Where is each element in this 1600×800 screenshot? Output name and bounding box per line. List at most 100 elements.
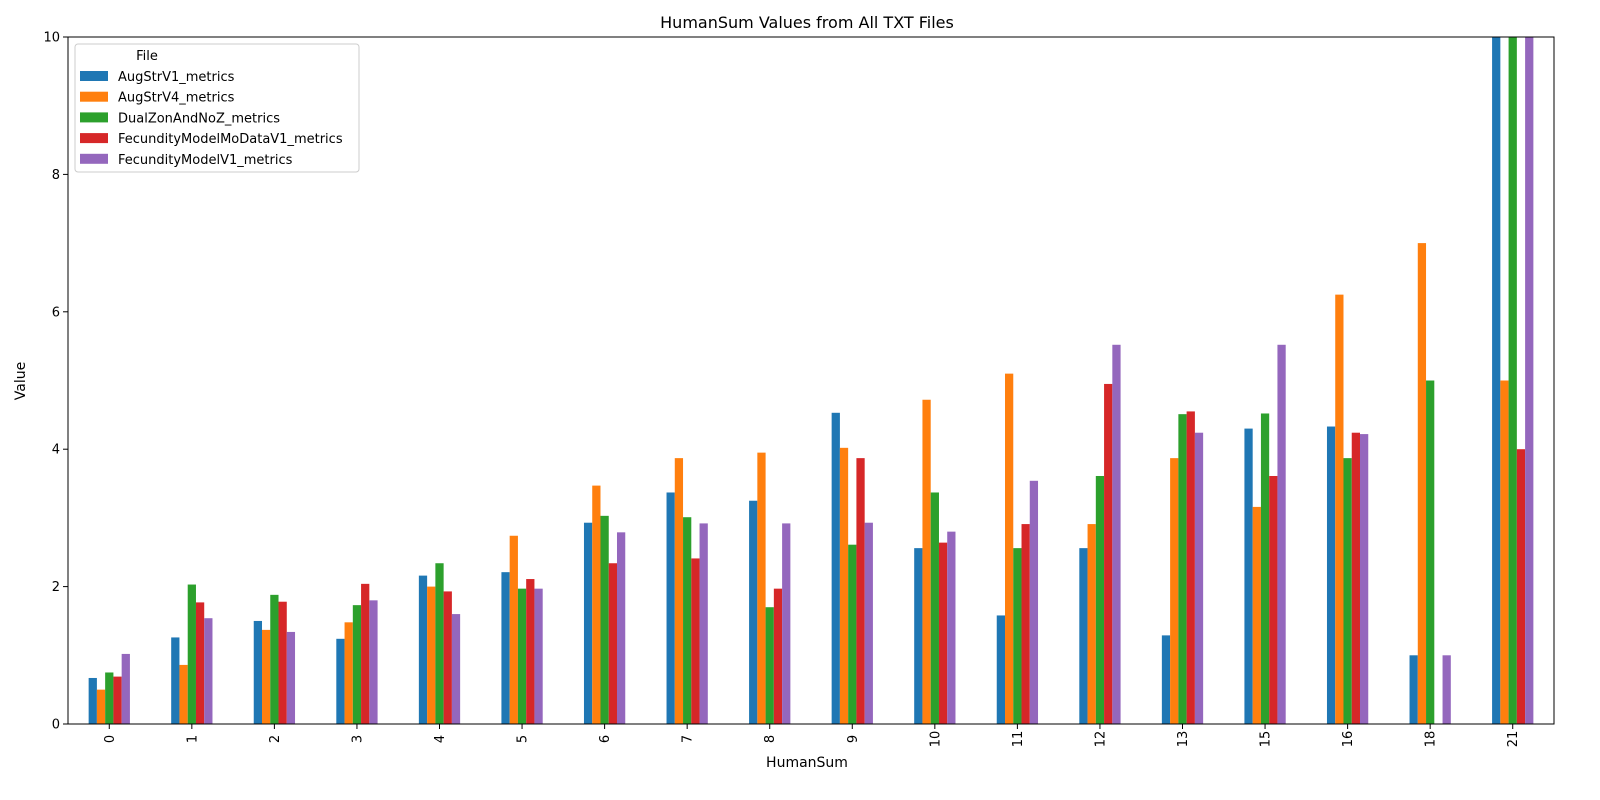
bar-FecundityModelV1_metrics-3	[369, 600, 378, 724]
bar-AugStrV1_metrics-10	[914, 548, 923, 724]
x-tick-label: 0	[103, 735, 118, 743]
x-tick-label: 2	[268, 735, 283, 743]
bar-DualZonAndNoZ_metrics-4	[435, 563, 444, 724]
x-tick-label: 6	[598, 735, 613, 743]
x-axis-label: HumanSum	[766, 755, 848, 771]
bar-DualZonAndNoZ_metrics-3	[352, 605, 362, 724]
bar-FecundityModelMoDataV1_metrics-5	[526, 579, 535, 724]
bar-DualZonAndNoZ_metrics-5	[517, 588, 527, 724]
x-tick-label: 7	[681, 735, 696, 743]
bar-AugStrV4_metrics-15	[1252, 506, 1261, 724]
bar-FecundityModelV1_metrics-16	[1359, 434, 1369, 724]
bar-FecundityModelV1_metrics-15	[1277, 344, 1286, 724]
bar-AugStrV1_metrics-1	[171, 637, 180, 724]
bar-FecundityModelMoDataV1_metrics-6	[608, 563, 617, 724]
legend: File AugStrV1_metrics AugStrV4_metrics Dual…	[74, 43, 360, 173]
bar-FecundityModelMoDataV1_metrics-7	[691, 558, 700, 724]
bar-AugStrV4_metrics-4	[427, 586, 436, 724]
bar-FecundityModelMoDataV1_metrics-2	[278, 601, 287, 724]
bar-AugStrV1_metrics-18	[1409, 655, 1418, 724]
bar-AugStrV1_metrics-0	[88, 677, 97, 724]
bar-DualZonAndNoZ_metrics-21	[1508, 37, 1517, 724]
bars-group	[88, 37, 1534, 724]
bar-FecundityModelV1_metrics-9	[864, 522, 873, 724]
x-tick-label: 4	[433, 735, 448, 743]
legend-entry-label: AugStrV4_metrics	[118, 91, 235, 106]
bar-AugStrV1_metrics-8	[749, 500, 758, 724]
legend-swatch	[80, 71, 108, 81]
bar-AugStrV1_metrics-13	[1161, 635, 1171, 724]
bar-FecundityModelV1_metrics-4	[451, 614, 461, 724]
x-tick-label: 12	[1093, 731, 1108, 748]
bar-FecundityModelMoDataV1_metrics-1	[195, 602, 205, 724]
bar-AugStrV4_metrics-16	[1335, 294, 1344, 724]
y-axis-ticks: 0 2 4 6 8 10	[43, 31, 68, 733]
bar-FecundityModelV1_metrics-2	[286, 631, 296, 724]
bar-FecundityModelMoDataV1_metrics-11	[1021, 524, 1030, 724]
bar-DualZonAndNoZ_metrics-10	[930, 492, 939, 724]
bar-DualZonAndNoZ_metrics-7	[683, 517, 692, 724]
bar-FecundityModelMoDataV1_metrics-10	[938, 542, 948, 724]
bar-FecundityModelMoDataV1_metrics-0	[113, 676, 122, 724]
bar-FecundityModelV1_metrics-7	[699, 523, 708, 724]
bar-FecundityModelV1_metrics-18	[1442, 655, 1451, 724]
x-tick-label: 8	[763, 735, 778, 743]
bar-FecundityModelMoDataV1_metrics-21	[1516, 449, 1526, 724]
bar-AugStrV4_metrics-8	[757, 452, 766, 724]
bar-FecundityModelV1_metrics-11	[1029, 480, 1039, 724]
x-tick-label: 10	[928, 731, 943, 748]
x-tick-label: 16	[1341, 731, 1356, 748]
bar-DualZonAndNoZ_metrics-6	[600, 515, 609, 724]
y-tick-label: 2	[52, 580, 60, 595]
bar-FecundityModelV1_metrics-6	[616, 532, 626, 724]
x-tick-label: 21	[1506, 731, 1521, 748]
bar-DualZonAndNoZ_metrics-2	[270, 594, 279, 724]
legend-swatch	[80, 153, 108, 164]
bar-AugStrV4_metrics-12	[1087, 524, 1096, 724]
bar-AugStrV4_metrics-21	[1500, 380, 1509, 724]
x-axis-ticks: 0 1 2 3 4 5 6 7 8 9 10 11 12 13 15 16 18 21	[103, 724, 1521, 747]
bar-FecundityModelMoDataV1_metrics-8	[773, 588, 783, 724]
chart-title: HumanSum Values from All TXT Files	[660, 13, 954, 32]
bar-AugStrV4_metrics-5	[509, 535, 518, 724]
bar-AugStrV1_metrics-6	[583, 522, 593, 724]
bar-FecundityModelV1_metrics-5	[534, 588, 543, 724]
bar-FecundityModelMoDataV1_metrics-13	[1186, 411, 1195, 724]
bar-FecundityModelV1_metrics-1	[204, 618, 213, 724]
x-tick-label: 1	[185, 735, 200, 743]
bar-AugStrV4_metrics-18	[1417, 243, 1427, 724]
legend-entry-label: FecundityModelV1_metrics	[118, 153, 293, 168]
bar-AugStrV4_metrics-0	[96, 689, 106, 724]
y-tick-label: 10	[43, 31, 60, 46]
bar-FecundityModelV1_metrics-12	[1112, 344, 1121, 724]
bar-DualZonAndNoZ_metrics-0	[105, 672, 114, 724]
x-tick-label: 9	[846, 735, 861, 743]
legend-entry-label: DualZonAndNoZ_metrics	[118, 111, 280, 126]
x-tick-label: 3	[350, 735, 365, 743]
bar-DualZonAndNoZ_metrics-13	[1178, 414, 1187, 724]
bar-DualZonAndNoZ_metrics-9	[848, 544, 857, 724]
bar-AugStrV1_metrics-12	[1079, 548, 1088, 724]
legend-entry-label: AugStrV1_metrics	[118, 70, 235, 85]
bar-DualZonAndNoZ_metrics-15	[1260, 413, 1270, 724]
bar-DualZonAndNoZ_metrics-8	[765, 607, 774, 724]
bar-FecundityModelV1_metrics-0	[121, 653, 130, 724]
bar-AugStrV4_metrics-3	[344, 622, 353, 724]
legend-entry-label: FecundityModelMoDataV1_metrics	[118, 132, 343, 147]
x-tick-label: 18	[1424, 731, 1439, 748]
bar-AugStrV1_metrics-5	[501, 572, 510, 724]
bar-AugStrV4_metrics-9	[839, 447, 849, 724]
bar-AugStrV1_metrics-2	[253, 620, 263, 724]
bar-AugStrV4_metrics-2	[262, 629, 271, 724]
bar-FecundityModelMoDataV1_metrics-9	[856, 458, 865, 724]
x-tick-label: 5	[516, 735, 531, 743]
bar-AugStrV4_metrics-13	[1170, 458, 1179, 724]
bar-FecundityModelV1_metrics-21	[1525, 37, 1534, 724]
bar-AugStrV1_metrics-15	[1244, 428, 1253, 724]
bar-DualZonAndNoZ_metrics-18	[1426, 380, 1435, 724]
legend-box	[74, 43, 360, 173]
bar-AugStrV1_metrics-11	[996, 615, 1006, 724]
bar-AugStrV1_metrics-21	[1492, 37, 1501, 724]
bar-AugStrV4_metrics-1	[179, 664, 188, 724]
